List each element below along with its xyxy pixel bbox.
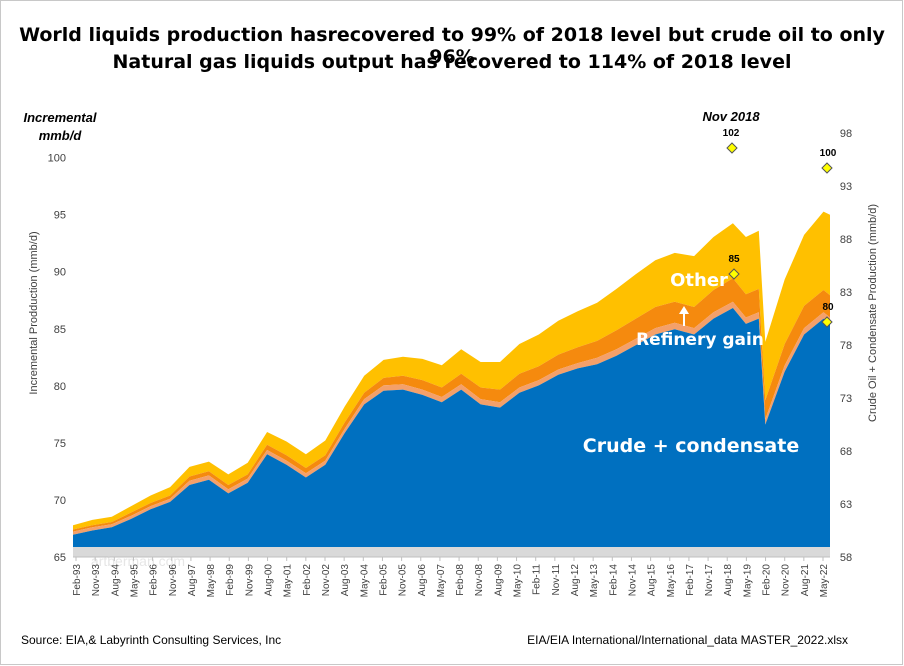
x-tick-label: Nov-14 <box>628 564 639 597</box>
x-tick-label: Aug-00 <box>264 564 275 597</box>
right-tick-label: 58 <box>840 552 852 564</box>
x-tick-label: Feb-96 <box>149 564 160 596</box>
x-tick-label: Aug-03 <box>340 564 351 597</box>
x-tick-label: Nov-20 <box>781 564 792 597</box>
x-tick-label: Nov-02 <box>321 564 332 597</box>
x-tick-label: Nov-08 <box>474 564 485 597</box>
x-tick-label: Nov-99 <box>244 564 255 597</box>
peak-crude-marker <box>728 268 740 280</box>
label-ngl: NGL <box>675 214 719 236</box>
x-tick-label: Nov-17 <box>704 564 715 597</box>
base-band <box>73 547 830 557</box>
x-tick-label: Feb-08 <box>455 564 466 596</box>
x-tick-label: Feb-99 <box>225 564 236 596</box>
x-tick-label: May-98 <box>206 564 217 598</box>
x-tick-label: May-04 <box>359 564 370 598</box>
x-tick-label: Nov-93 <box>91 564 102 597</box>
right-tick-label: 63 <box>840 499 852 511</box>
left-tick-label: 70 <box>54 495 66 507</box>
label-crude-condensate: Crude + condensate <box>583 435 799 457</box>
x-tick-label: Aug-09 <box>493 564 504 597</box>
left-tick-label: 75 <box>54 438 66 450</box>
x-tick-label: Nov-05 <box>398 564 409 597</box>
source-note: Source: EIA,& Labyrinth Consulting Servi… <box>21 633 282 647</box>
x-axis: Feb-93 Nov-93 Aug-94 May-95 Feb-96 Nov-96 Aug-… <box>72 556 830 598</box>
x-tick-label: Aug-06 <box>417 564 428 597</box>
peak-total-marker <box>726 142 738 154</box>
x-tick-label: Feb-05 <box>379 564 390 596</box>
x-tick-label: Aug-97 <box>187 564 198 597</box>
peak-total-value: 102 <box>723 128 740 139</box>
x-tick-label: Feb-93 <box>72 564 83 596</box>
chart-title-line-2: Natural gas liquids output has recovered… <box>112 51 792 73</box>
x-tick-label: Aug-94 <box>110 564 121 597</box>
base-label: Base <box>675 554 721 574</box>
file-note: EIA/EIA International/International_data… <box>527 633 848 647</box>
right-tick-label: 83 <box>840 287 852 299</box>
x-tick-label: May-10 <box>513 564 524 598</box>
chart-title-line-1: World liquids production hasrecovered to… <box>19 24 885 68</box>
left-axis-title: Incremental Prodduction (mmb/d) <box>28 231 40 394</box>
left-tick-label: 80 <box>54 381 66 393</box>
latest-crude-value: 80 <box>822 302 834 313</box>
area-other <box>73 278 830 532</box>
right-axis-title: Crude Oil + Condensate Production (mmb/d… <box>867 204 879 422</box>
latest-total-marker <box>821 162 833 174</box>
label-refinery-gain: Refinery gain <box>636 330 764 350</box>
latest-total-value: 100 <box>820 148 837 159</box>
right-tick-label: 88 <box>840 234 852 246</box>
peak-date-label: Nov 2018 <box>702 109 760 124</box>
label-other: Other <box>670 270 728 291</box>
left-tick-label: 90 <box>54 267 66 279</box>
right-tick-label: 68 <box>840 446 852 458</box>
x-tick-label: May-13 <box>589 564 600 598</box>
x-tick-label: Feb-11 <box>532 564 543 595</box>
left-axis-top-label-line-2: mmb/d <box>39 128 83 143</box>
right-tick-label: 98 <box>840 128 852 140</box>
left-axis-top-label-line-1: Incremental <box>24 110 97 125</box>
x-tick-label: Nov-11 <box>551 564 562 596</box>
area-ngl <box>73 211 830 530</box>
x-tick-label: Aug-18 <box>723 564 734 597</box>
x-tick-label: May-95 <box>130 564 141 598</box>
x-tick-label: Nov-96 <box>168 564 179 597</box>
left-tick-label: 95 <box>54 210 66 222</box>
x-tick-label: May-19 <box>742 564 753 598</box>
left-tick-label: 65 <box>54 552 66 564</box>
x-tick-label: Feb-14 <box>608 564 619 596</box>
x-tick-label: Feb-02 <box>302 564 313 596</box>
left-axis: 65 70 75 80 85 90 95 100 <box>48 153 66 564</box>
right-tick-label: 73 <box>840 393 852 405</box>
x-tick-label: May-16 <box>666 564 677 598</box>
x-tick-label: May-22 <box>819 564 830 598</box>
peak-crude-value: 85 <box>728 254 740 265</box>
x-tick-label: Aug-15 <box>647 564 658 597</box>
area-crude-condensate <box>73 308 830 557</box>
left-tick-label: 85 <box>54 324 66 336</box>
right-tick-label: 93 <box>840 181 852 193</box>
latest-crude-marker <box>821 316 833 328</box>
refinery-gain-arrowhead <box>679 306 689 314</box>
x-tick-label: Feb-17 <box>685 564 696 596</box>
area-layer <box>73 211 830 557</box>
x-tick-label: Aug-12 <box>570 564 581 597</box>
x-tick-label: Feb-20 <box>762 564 773 596</box>
right-axis: 58 63 68 73 78 83 88 93 98 <box>840 128 852 564</box>
x-tick-label: May-07 <box>436 564 447 598</box>
right-tick-label: 78 <box>840 340 852 352</box>
x-tick-label: May-01 <box>283 564 294 598</box>
left-tick-label: 100 <box>48 153 66 165</box>
x-tick-label: Aug-21 <box>800 564 811 597</box>
